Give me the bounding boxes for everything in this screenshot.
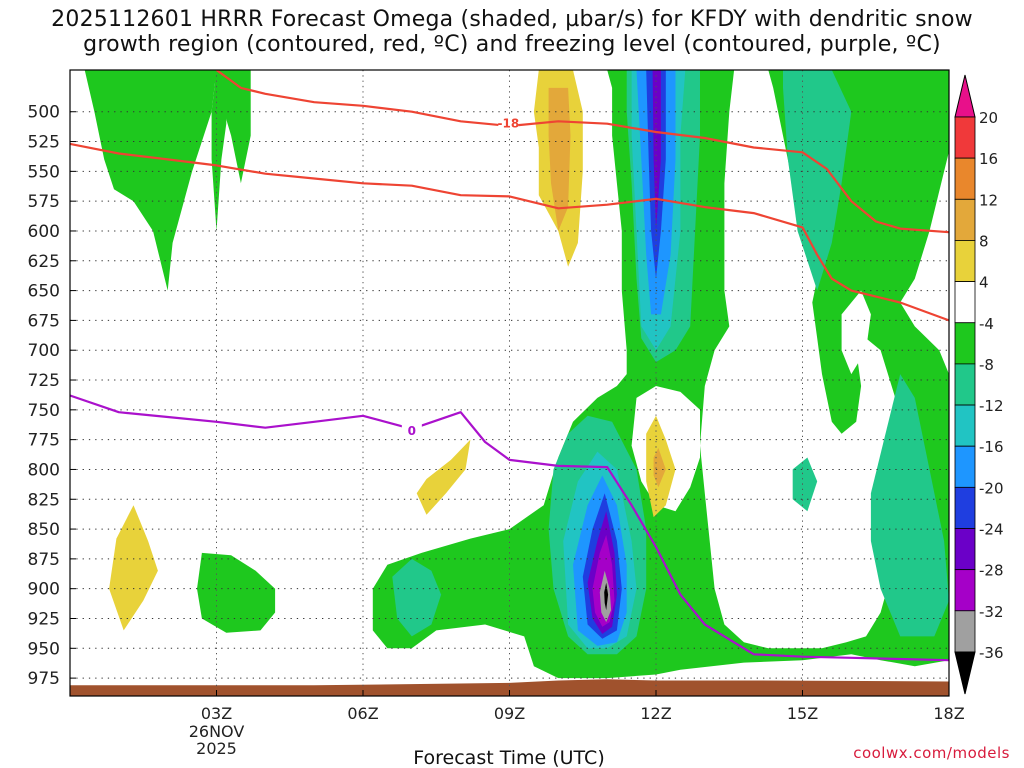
colorbar-over-arrow (954, 74, 976, 118)
y-tick-label-900: 900 (28, 580, 60, 600)
colorbar: 20 16 12 8 4 -4 -8 -12 -16 -20 -24 -28 -32 -36 (954, 74, 1004, 695)
y-tick-label-525: 525 (28, 133, 60, 153)
chart-title-line-2: growth region (contoured, red, ºC) and f… (83, 32, 941, 57)
omega-region-green-plume-05z (211, 70, 251, 184)
y-tick-label-950: 950 (28, 639, 60, 659)
colorbar-swatch-4-to-4 (954, 281, 976, 324)
y-tick-label-650: 650 (28, 282, 60, 302)
colorbar-swatch-36-to-32 (954, 610, 976, 653)
contour-dendritic-lower-boundary (70, 142, 949, 322)
x-tick-label-03Z: 03Z (201, 704, 232, 723)
y-tick-label-875: 875 (28, 550, 60, 570)
date-label-year: 2025 (196, 739, 237, 758)
colorbar-swatch-8-to-12 (954, 198, 976, 241)
colorbar-label-4: 4 (979, 274, 989, 292)
omega-region-green-plume-03z-top (211, 70, 227, 231)
colorbar-label-16: 16 (979, 150, 998, 168)
chart-title-line-1: 2025112601 HRRR Forecast Omega (shaded, … (51, 7, 973, 32)
omega-region-teal-17z-lower (870, 374, 949, 637)
omega-region-teal-15z-column (783, 70, 852, 291)
y-tick-label-500: 500 (28, 103, 60, 123)
colorbar-label-neg-12: -12 (979, 397, 1004, 415)
colorbar-swatch-12-to-8 (954, 363, 976, 406)
omega-region-orange-12z (653, 448, 666, 488)
colorbar-swatch-16-to-12 (954, 404, 976, 447)
omega-region-yellow-01-02z (109, 505, 158, 631)
omega-region-black-core-11z (604, 582, 609, 611)
colorbar-swatch-24-to-20 (954, 486, 976, 529)
y-tick-label-925: 925 (28, 609, 60, 629)
omega-region-green-blob-03z-low (197, 552, 276, 633)
contour-label-bg (401, 422, 422, 437)
colorbar-swatch-28-to-24 (954, 528, 976, 571)
omega-region-teal-15z-low (792, 457, 818, 512)
colorbar-label-neg-28: -28 (979, 562, 1004, 580)
omega-region-teal-07z-low (392, 558, 442, 637)
y-tick-label-675: 675 (28, 311, 60, 331)
contour-label-bg (498, 115, 519, 130)
x-tick-label-12Z: 12Z (640, 704, 671, 723)
colorbar-swatch-8-to-4 (954, 322, 976, 365)
credit-link[interactable]: coolwx.com/models (853, 744, 1010, 762)
colorbar-label-neg-4: -4 (979, 315, 994, 333)
y-tick-label-600: 600 (28, 222, 60, 242)
terrain-strip (70, 679, 949, 696)
y-tick-label-825: 825 (28, 490, 60, 510)
y-tick-label-700: 700 (28, 341, 60, 361)
y-tick-label-775: 775 (28, 431, 60, 451)
y-tick-label-800: 800 (28, 460, 60, 480)
colorbar-under-arrow (954, 651, 976, 695)
date-label-day: 26NOV (189, 722, 245, 741)
contour-freezing-level (70, 394, 949, 662)
x-tick-label-15Z: 15Z (787, 704, 818, 723)
colorbar-swatch-20-to-16 (954, 445, 976, 488)
omega-region-orange-11z-column (548, 87, 571, 232)
x-axis-label: Forecast Time (UTC) (413, 747, 604, 768)
y-tick-label-625: 625 (28, 252, 60, 272)
y-tick-label-725: 725 (28, 371, 60, 391)
y-tick-label-850: 850 (28, 520, 60, 540)
colorbar-label-neg-8: -8 (979, 356, 994, 374)
x-tick-label-06Z: 06Z (347, 704, 378, 723)
omega-region-green-plume-02-03z (84, 70, 217, 291)
colorbar-swatch-12-to-16 (954, 157, 976, 200)
y-tick-label-750: 750 (28, 401, 60, 421)
colorbar-label-12: 12 (979, 191, 998, 209)
colorbar-label-20: 20 (979, 109, 998, 127)
colorbar-label-neg-16: -16 (979, 438, 1004, 456)
x-tick-label-09Z: 09Z (494, 704, 525, 723)
y-tick-label-575: 575 (28, 192, 60, 212)
contour-label-freezing-level: 0 (408, 424, 416, 438)
colorbar-swatch-16-to-20 (954, 116, 976, 159)
omega-region-indigo-12z (652, 70, 661, 231)
colorbar-label-neg-36: -36 (979, 644, 1004, 662)
contour-dendritic-upper-boundary (215, 70, 949, 234)
x-tick-label-18Z: 18Z (933, 704, 964, 723)
y-tick-label-550: 550 (28, 162, 60, 182)
colorbar-swatch-32-to-28 (954, 569, 976, 612)
omega-region-white-hole-16z (841, 290, 871, 375)
colorbar-label-neg-20: -20 (979, 479, 1004, 497)
omega-region-yellow-07-08z (416, 439, 471, 515)
contour-label-dendritic-upper-boundary: -18 (497, 116, 519, 130)
colorbar-label-neg-24: -24 (979, 521, 1004, 539)
y-tick-label-975: 975 (28, 669, 60, 689)
colorbar-swatch-4-to-8 (954, 240, 976, 282)
colorbar-label-neg-32: -32 (979, 603, 1004, 621)
colorbar-label-8: 8 (979, 232, 989, 250)
